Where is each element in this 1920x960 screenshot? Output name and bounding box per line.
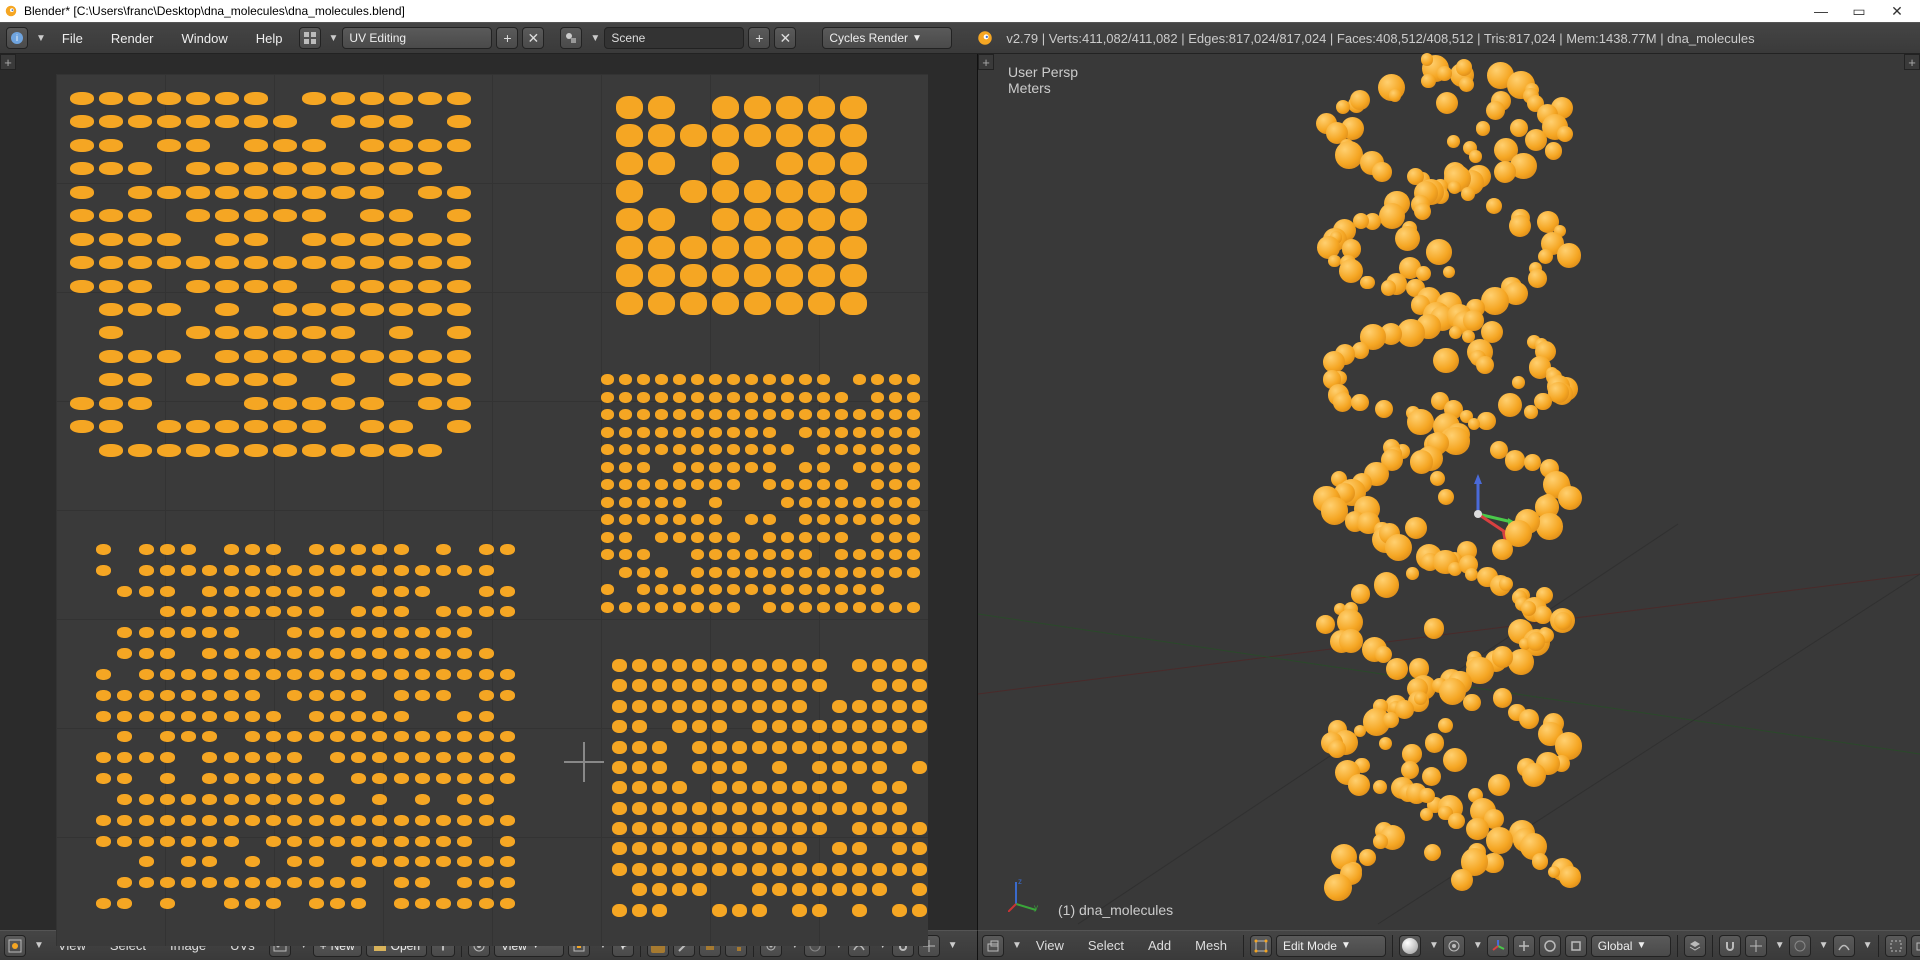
layout-selector[interactable]: UV Editing [342,27,492,49]
mode-icon[interactable] [1250,935,1272,957]
chevron-icon[interactable]: ▼ [948,940,958,951]
manipulator-scale-icon[interactable] [1565,935,1587,957]
snap-element-icon[interactable] [1745,935,1767,957]
snap-toggle-icon[interactable] [1719,935,1741,957]
chevron-icon[interactable]: ▼ [34,940,44,951]
menu-render[interactable]: Render [99,22,166,54]
window-minimize-button[interactable]: — [1802,0,1840,22]
uv-2d-cursor-icon [564,742,604,782]
active-object-label: (1) dna_molecules [1058,902,1173,918]
split-area-handle[interactable]: + [0,54,16,70]
layers-icon[interactable] [1684,935,1706,957]
svg-text:i: i [16,33,18,43]
3d-menu-view[interactable]: View [1026,938,1074,953]
menu-window[interactable]: Window [170,22,240,54]
3d-menu-mesh[interactable]: Mesh [1185,938,1237,953]
uv-image-editor[interactable]: + [0,54,978,930]
shading-icon[interactable] [1399,935,1421,957]
svg-text:y: y [1034,903,1038,912]
transform-orientation-selector[interactable]: Global▼ [1591,935,1671,957]
render-border-icon[interactable] [1885,935,1907,957]
add-layout-button[interactable]: + [496,27,518,49]
opengl-render-icon[interactable] [1911,935,1920,957]
chevron-icon[interactable]: ▼ [1473,940,1483,951]
add-scene-button[interactable]: + [748,27,770,49]
blender-logo-icon [974,27,996,49]
3d-viewport-header: ▼ View Select Add Mesh Edit Mode▼ ▼ ▼ Gl… [978,930,1920,960]
chevron-icon[interactable]: ▼ [1819,940,1829,951]
uv-canvas[interactable] [56,74,928,946]
chevron-icon[interactable]: ▼ [590,33,600,44]
chevron-icon[interactable]: ▼ [1429,940,1439,951]
blender-app-icon [4,4,18,18]
editor-type-info-icon[interactable]: i [6,27,28,49]
scene-name-field[interactable] [604,27,744,49]
header-stats: v2.79 | Verts:411,082/411,082 | Edges:81… [1006,31,1754,46]
remove-layout-button[interactable]: ✕ [522,27,544,49]
manipulator-icon[interactable] [1487,935,1509,957]
title-text: Blender* [C:\Users\franc\Desktop\dna_mol… [24,4,405,18]
chevron-icon[interactable]: ▼ [36,33,46,44]
window-close-button[interactable]: ✕ [1878,0,1916,22]
mini-axes-icon: z y [1008,876,1044,912]
3d-viewport[interactable]: + + User Persp Meters z y (1) [978,54,1920,930]
mode-selector[interactable]: Edit Mode▼ [1276,935,1386,957]
menu-file[interactable]: File [50,22,95,54]
chevron-icon[interactable]: ▼ [1863,940,1873,951]
chevron-icon[interactable]: ▼ [1775,940,1785,951]
manipulator-translate-icon[interactable] [1513,935,1535,957]
dna-mesh[interactable] [1258,64,1638,904]
pivot-point-icon[interactable] [1443,935,1465,957]
scene-icon[interactable] [560,27,582,49]
3d-menu-select[interactable]: Select [1078,938,1134,953]
menu-help[interactable]: Help [244,22,295,54]
render-engine-selector[interactable]: Cycles Render▼ [822,27,952,49]
manipulator-rotate-icon[interactable] [1539,935,1561,957]
editor-type-uv-icon[interactable] [4,935,26,957]
screen-layout-icon[interactable] [299,27,321,49]
3d-menu-add[interactable]: Add [1138,938,1181,953]
remove-scene-button[interactable]: ✕ [774,27,796,49]
scene-name-input[interactable] [604,27,744,49]
chevron-icon[interactable]: ▼ [1012,940,1022,951]
falloff-3d-icon[interactable] [1833,935,1855,957]
info-header: i ▼ File Render Window Help ▼ UV Editing… [0,22,1920,54]
editor-type-3dview-icon[interactable] [982,935,1004,957]
chevron-icon[interactable]: ▼ [329,33,339,44]
window-titlebar: Blender* [C:\Users\franc\Desktop\dna_mol… [0,0,1920,22]
svg-text:z: z [1018,877,1022,886]
uv-islands [56,74,928,946]
window-maximize-button[interactable]: ▭ [1840,0,1878,22]
proportional-edit-3d-icon[interactable] [1789,935,1811,957]
main-area: + + + User Persp Meters [0,54,1920,930]
